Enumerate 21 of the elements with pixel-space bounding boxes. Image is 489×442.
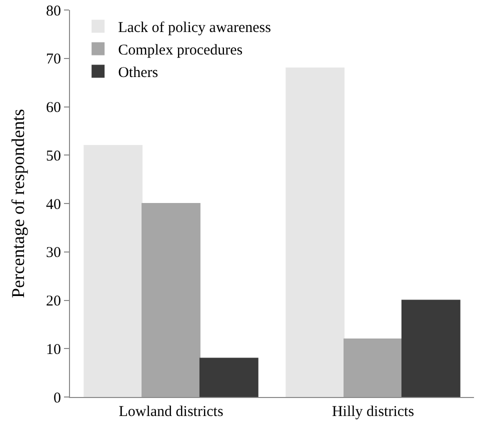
y-tick-label: 0 [54, 390, 61, 406]
bar [84, 144, 143, 397]
y-tick-label: 70 [46, 52, 61, 68]
y-tick-label: 20 [46, 294, 61, 310]
x-tick-label: Lowland districts [118, 404, 224, 420]
y-tick-label: 10 [46, 342, 61, 358]
y-tick-label: 60 [46, 100, 61, 116]
x-tick-label: Hilly districts [332, 404, 414, 420]
y-tick-label: 40 [46, 196, 61, 213]
bar [344, 338, 402, 397]
y-axis-title: Percentage of respondents [8, 109, 28, 298]
bar [401, 300, 460, 397]
y-tick-label: 80 [46, 3, 61, 20]
bar [142, 203, 200, 397]
legend-label: Complex procedures [118, 42, 243, 59]
legend-label: Lack of policy awareness [118, 20, 272, 36]
y-tick-label: 30 [46, 245, 61, 262]
bar [286, 68, 345, 397]
legend-label: Others [118, 65, 158, 82]
y-tick-label: 50 [46, 148, 61, 164]
bar [199, 358, 258, 397]
